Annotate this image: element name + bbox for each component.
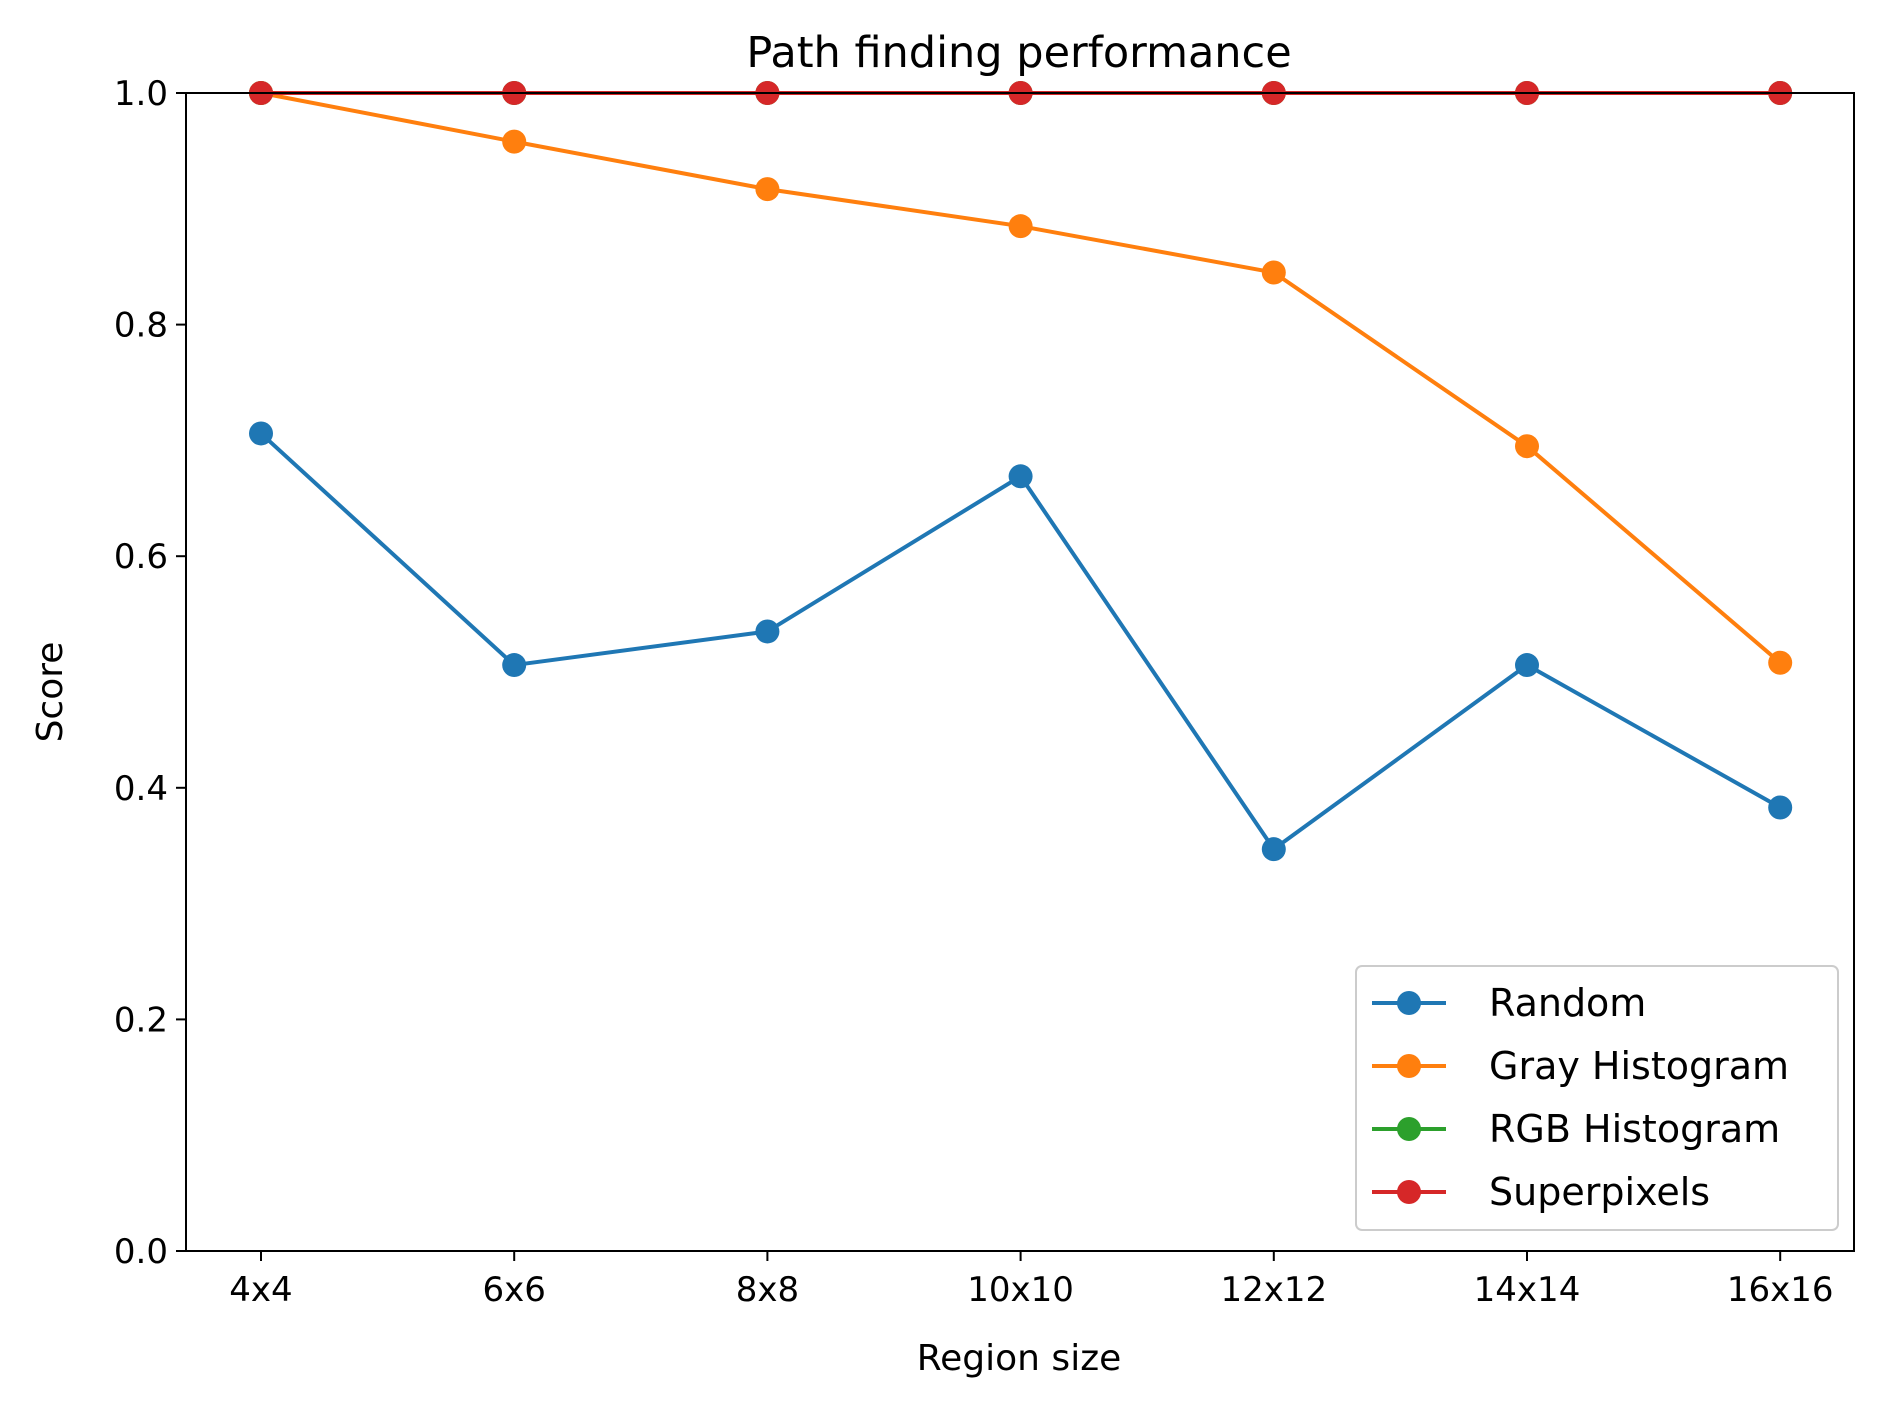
legend-label: Gray Histogram [1489,1044,1789,1088]
data-point [1515,653,1539,678]
y-axis-title: Score [30,642,71,743]
x-tick-label: 4x4 [229,1270,292,1310]
data-point [502,129,527,154]
data-point [1515,434,1539,459]
chart-title: Path finding performance [746,28,1291,78]
x-tick-label: 12x12 [1220,1270,1327,1310]
x-tick-label: 14x14 [1474,1270,1581,1310]
legend-marker [1397,1117,1421,1141]
data-point [755,619,780,644]
data-point [502,653,527,678]
x-axis-title: Region size [917,1338,1122,1379]
legend-marker [1397,1054,1421,1078]
y-tick-label: 0.4 [114,769,168,809]
axis-ticks: 0.0 0.2 0.4 0.6 0.8 1.0 4x4 6x6 8x8 10x10 12x12 14x… [114,74,1834,1310]
legend: Random Gray Histogram RGB Histogram Superpi… [1355,965,1839,1231]
y-tick-label: 0.8 [114,306,168,346]
legend-marker [1397,1180,1421,1204]
x-tick-label: 10x10 [967,1270,1074,1310]
legend-label: Superpixels [1489,1170,1710,1214]
series-random [249,421,1793,862]
y-tick-label: 0.6 [114,537,168,577]
y-tick-label: 0.0 [114,1232,168,1272]
x-tick-label: 8x8 [736,1270,799,1310]
x-tick-label: 16x16 [1727,1270,1834,1310]
legend-label: RGB Histogram [1489,1107,1780,1151]
plot-frame [185,92,1855,1252]
data-point [1768,650,1793,675]
legend-item: Random [1372,981,1646,1025]
legend-item: RGB Histogram [1372,1107,1780,1151]
data-point [1261,260,1286,285]
data-point [1008,214,1033,239]
legend-item: Superpixels [1372,1170,1710,1214]
x-tick-label: 6x6 [483,1270,546,1310]
legend-item: Gray Histogram [1372,1044,1789,1088]
data-point [1008,464,1033,489]
data-point [1261,837,1286,862]
data-point [755,177,780,202]
data-point [1768,795,1793,820]
legend-label: Random [1489,981,1646,1025]
data-point [249,421,273,446]
y-tick-label: 0.2 [114,1000,168,1040]
legend-box [1355,965,1839,1231]
legend-marker [1397,991,1421,1015]
y-tick-label: 1.0 [114,74,168,114]
